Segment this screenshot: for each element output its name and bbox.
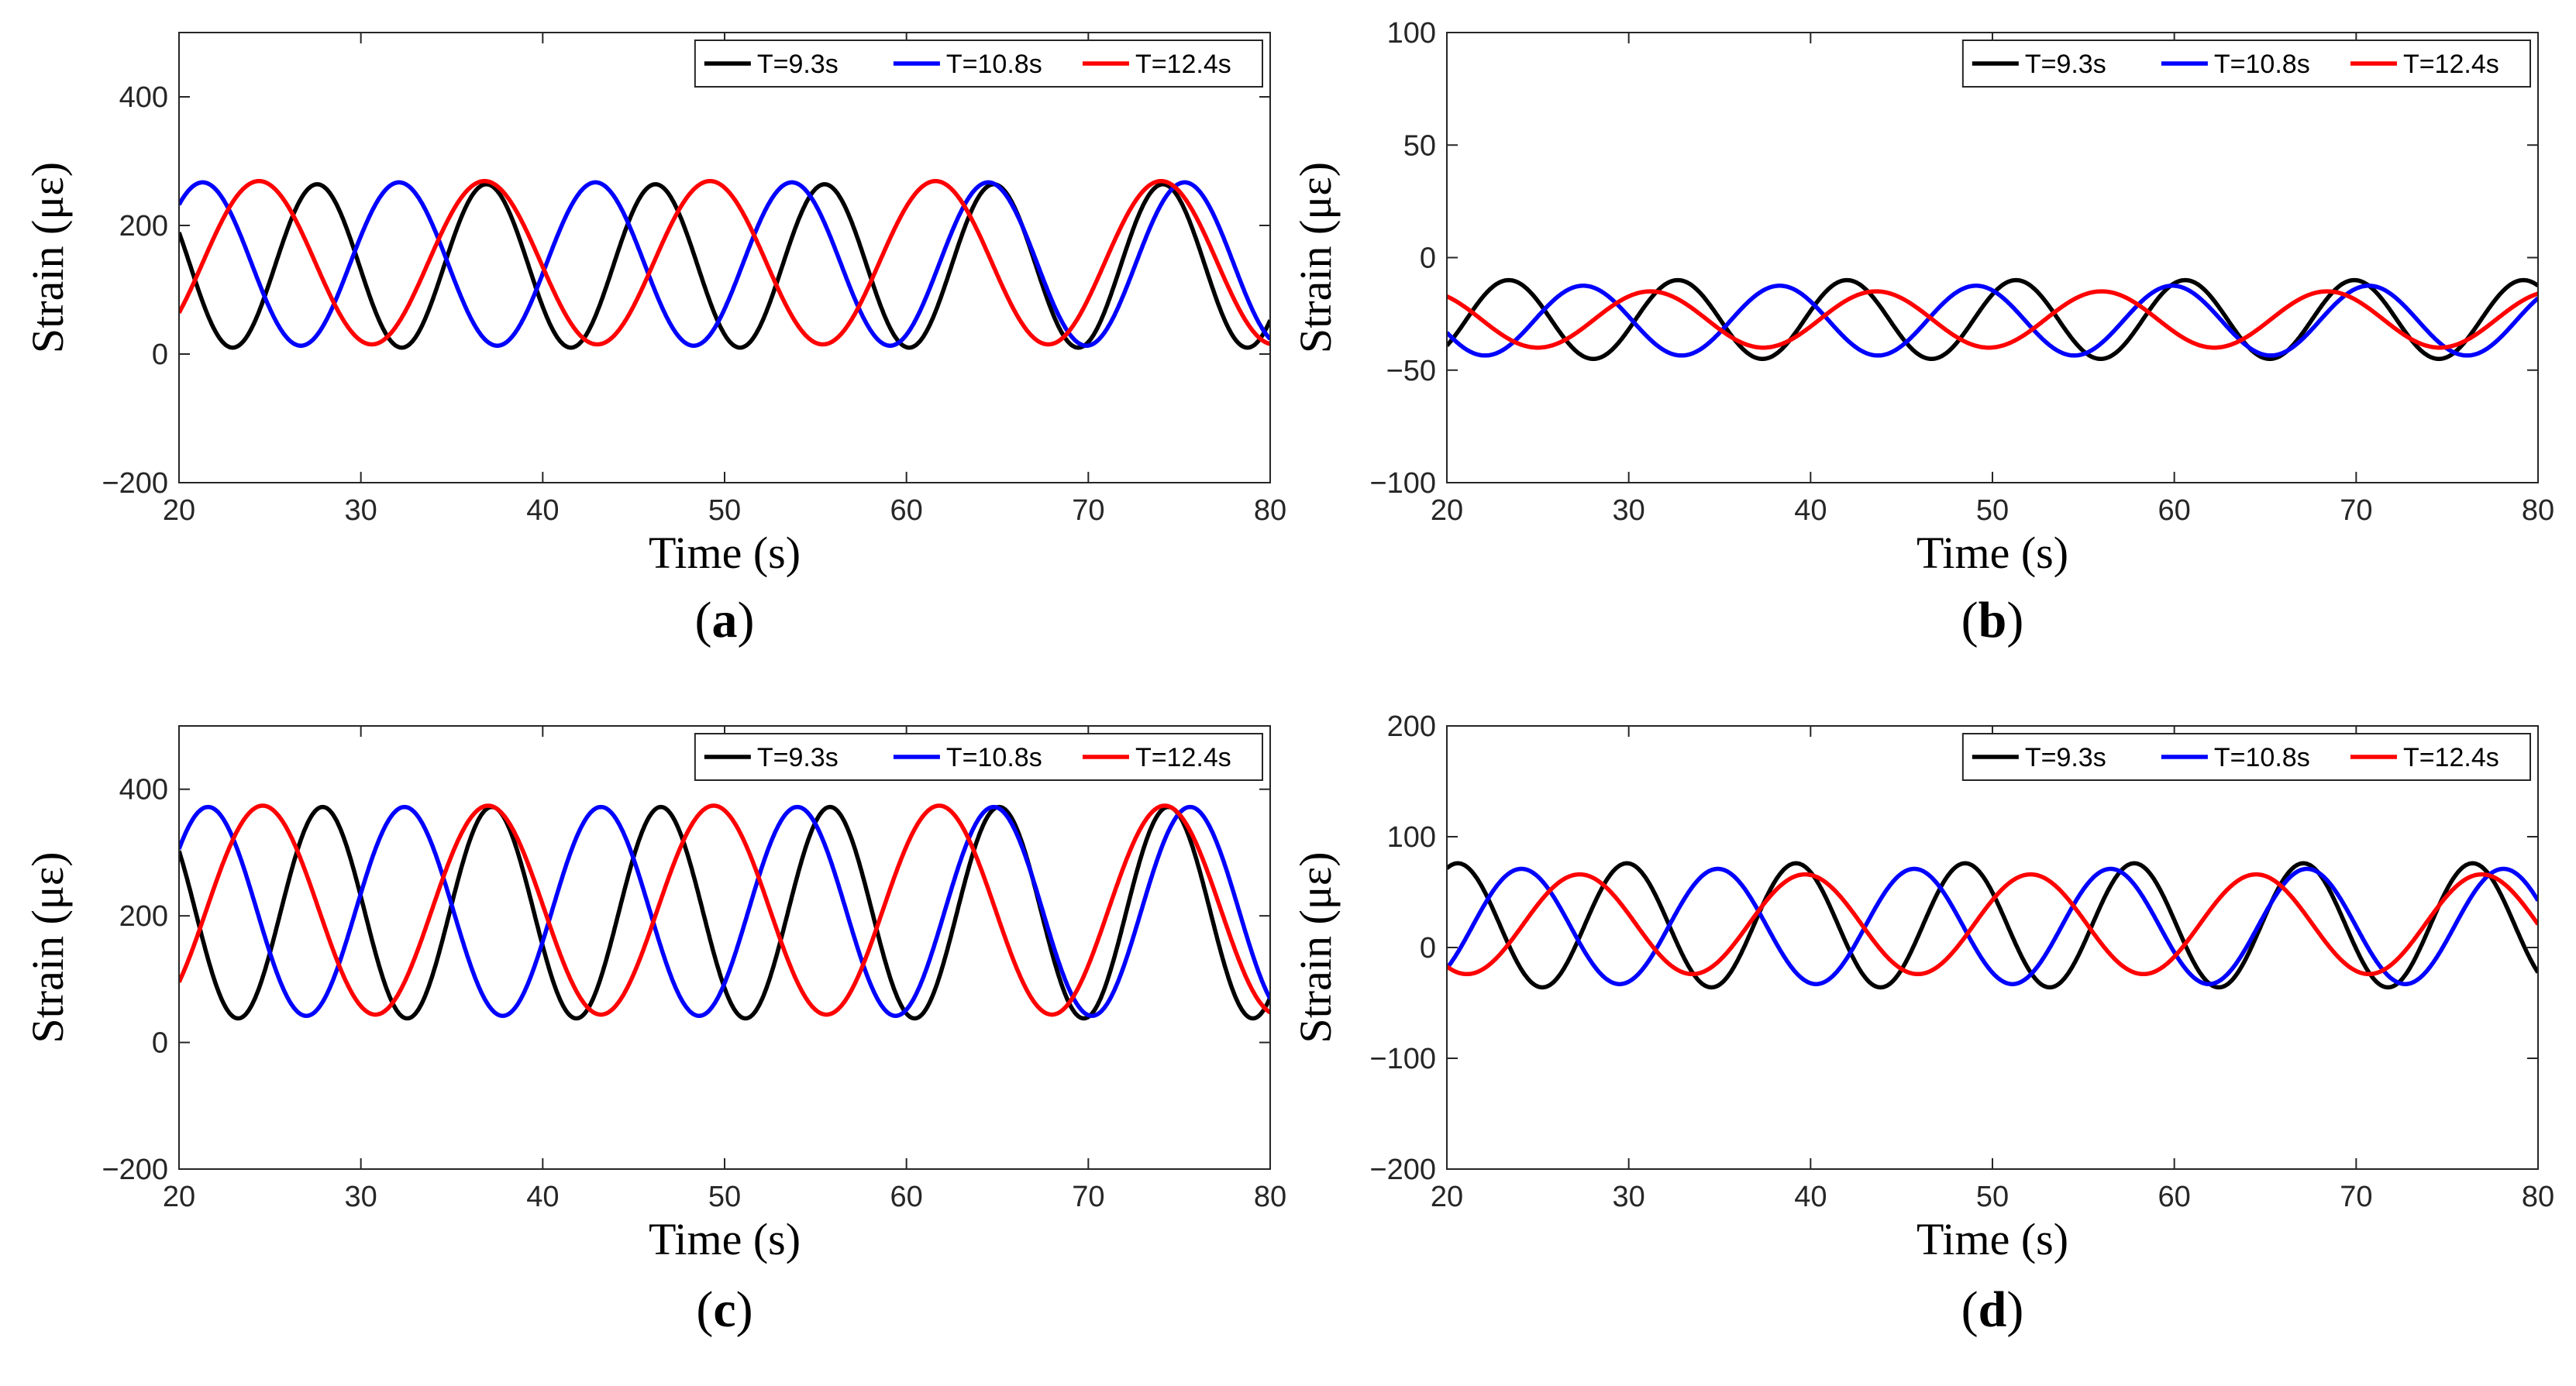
y-tick-label: 200 (1387, 710, 1436, 743)
legend-box (1961, 40, 2532, 88)
chart-panel-c: 20 30 40 50 60 70 80 −200 0 200 400 Time (s) Strain … (22, 725, 1286, 1338)
panel-caption: (b) (1961, 592, 2024, 648)
legend-entry-1: T=10.8s (946, 743, 1042, 772)
x-tick-label: 60 (890, 494, 923, 527)
series-line-a-2 (179, 178, 1270, 347)
panel-caption: (d) (1961, 1281, 2024, 1338)
y-axis-label: Strain (με) (22, 851, 73, 1043)
x-tick-label: 40 (526, 494, 559, 527)
legend: T=9.3s T=10.8s T=12.4s (1961, 733, 2532, 781)
y-axis-label: Strain (με) (1290, 851, 1341, 1043)
legend-box (694, 733, 1263, 781)
x-tick-label: 40 (1794, 1181, 1827, 1213)
series-line-b-2 (1447, 289, 2538, 350)
x-tick-label: 80 (2522, 1181, 2554, 1213)
legend-entry-2: T=12.4s (2403, 50, 2499, 79)
series-line-d-2 (1447, 872, 2538, 977)
y-tick-label: −200 (102, 467, 168, 500)
legend: T=9.3s T=10.8s T=12.4s (1961, 40, 2532, 88)
x-tick-label: 50 (1976, 494, 2009, 527)
y-tick-label: −200 (1369, 1154, 1436, 1186)
y-tick-label: 0 (1420, 242, 1436, 275)
series-line-c-2 (179, 803, 1270, 1017)
x-tick-label: 70 (1072, 494, 1104, 527)
legend-entry-1: T=10.8s (2214, 50, 2310, 79)
y-tick-label: −100 (1369, 467, 1436, 500)
x-tick-label: 70 (1072, 1181, 1104, 1213)
y-axis-label: Strain (με) (22, 162, 73, 353)
legend-entry-0: T=9.3s (2025, 50, 2106, 79)
chart-panel-b: 20 30 40 50 60 70 80 −100 −50 0 50 100 Time (s) Strai… (1290, 17, 2554, 648)
legend-entry-2: T=12.4s (1135, 50, 1231, 79)
y-tick-label: −100 (1369, 1043, 1436, 1075)
x-tick-label: 30 (1613, 1181, 1645, 1213)
x-tick-label: 60 (2158, 1181, 2191, 1213)
x-tick-label: 50 (708, 1181, 741, 1213)
legend-entry-0: T=9.3s (2025, 743, 2106, 772)
x-tick-label: 70 (2340, 1181, 2372, 1213)
legend-entry-0: T=9.3s (757, 50, 839, 79)
chart-panel-d: 20 30 40 50 60 70 80 −200 −100 0 100 200 Time (s) Str… (1290, 710, 2554, 1338)
x-tick-label: 40 (1794, 494, 1827, 527)
series-line-b-0 (1447, 277, 2538, 361)
x-tick-label: 60 (2158, 494, 2191, 527)
legend: T=9.3s T=10.8s T=12.4s (694, 733, 1263, 781)
legend-entry-2: T=12.4s (2403, 743, 2499, 772)
x-tick-label: 80 (2522, 494, 2554, 527)
y-tick-label: 100 (1387, 821, 1436, 854)
y-tick-label: −200 (102, 1154, 168, 1186)
panel-caption: (a) (695, 592, 755, 648)
legend-entry-1: T=10.8s (2214, 743, 2310, 772)
y-tick-label: 0 (1420, 932, 1436, 965)
x-axis-label: Time (s) (1917, 1214, 2068, 1264)
y-tick-label: 200 (119, 210, 168, 242)
series-line-d-0 (1447, 861, 2538, 990)
y-tick-label: 400 (119, 774, 168, 806)
x-axis-label: Time (s) (649, 1214, 801, 1264)
x-tick-label: 30 (345, 1181, 377, 1213)
x-tick-label: 50 (708, 494, 741, 527)
series-line-d-1 (1447, 866, 2538, 986)
x-tick-label: 60 (890, 1181, 923, 1213)
x-tick-label: 20 (163, 494, 195, 527)
x-tick-label: 20 (1431, 494, 1463, 527)
legend-entry-0: T=9.3s (757, 743, 839, 772)
y-tick-label: 100 (1387, 17, 1436, 50)
x-tick-label: 30 (345, 494, 377, 527)
y-tick-label: 200 (119, 900, 168, 933)
x-tick-label: 70 (2340, 494, 2372, 527)
legend-entry-1: T=10.8s (946, 50, 1042, 79)
x-tick-label: 80 (1254, 494, 1286, 527)
x-tick-label: 50 (1976, 1181, 2009, 1213)
x-tick-label: 30 (1613, 494, 1645, 527)
y-tick-label: 50 (1403, 129, 1436, 162)
x-tick-label: 20 (163, 1181, 195, 1213)
legend-box (694, 40, 1263, 88)
panel-caption: (c) (696, 1281, 752, 1338)
legend-box (1961, 733, 2532, 781)
series-line-c-1 (179, 804, 1270, 1019)
series-line-a-1 (179, 180, 1270, 348)
legend-entry-2: T=12.4s (1135, 743, 1231, 772)
legend: T=9.3s T=10.8s T=12.4s (694, 40, 1263, 88)
y-tick-label: −50 (1386, 355, 1436, 387)
x-axis-label: Time (s) (649, 528, 801, 578)
x-axis-label: Time (s) (1917, 528, 2068, 578)
y-axis-label: Strain (με) (1290, 162, 1341, 353)
series-line-a-0 (179, 182, 1270, 350)
y-tick-label: 0 (152, 339, 168, 371)
axes-box (1446, 725, 2539, 1170)
chart-panel-a: 20 30 40 50 60 70 80 −200 0 200 400 Time (s) Strain … (22, 32, 1286, 648)
y-tick-label: 0 (152, 1027, 168, 1060)
axes-box (1446, 32, 2539, 483)
x-tick-label: 80 (1254, 1181, 1286, 1213)
x-tick-label: 20 (1431, 1181, 1463, 1213)
x-tick-label: 40 (526, 1181, 559, 1213)
series-line-b-1 (1447, 284, 2538, 358)
y-tick-label: 400 (119, 81, 168, 114)
